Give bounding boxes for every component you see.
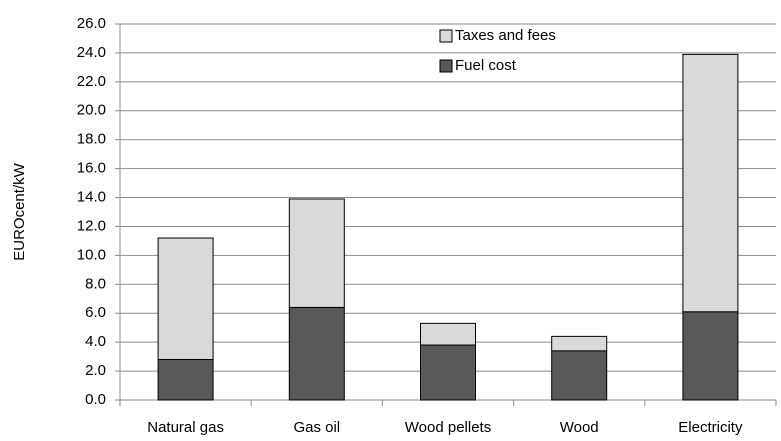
bar-segment: [551, 350, 608, 401]
bar-segment: [157, 237, 214, 361]
legend-swatch: [439, 29, 453, 43]
y-tick-label: 12.0: [77, 217, 106, 234]
x-tick-label: Electricity: [678, 419, 743, 436]
y-tick-label: 26.0: [77, 15, 106, 32]
bar-segment: [288, 306, 345, 401]
y-tick-label: 14.0: [77, 189, 106, 206]
bar-segment: [682, 311, 739, 401]
y-tick-label: 10.0: [77, 246, 106, 263]
y-tick-label: 0.0: [85, 391, 106, 408]
y-axis-label: EUROcent/kW: [11, 162, 28, 260]
y-tick-label: 22.0: [77, 73, 106, 90]
y-tick-label: 6.0: [85, 304, 106, 321]
legend-label: Taxes and fees: [455, 27, 556, 44]
y-tick-label: 8.0: [85, 275, 106, 292]
y-tick-label: 2.0: [85, 362, 106, 379]
bar-segment: [682, 53, 739, 313]
bar-segment: [551, 335, 608, 352]
y-tick-label: 16.0: [77, 160, 106, 177]
x-tick-label: Wood pellets: [405, 419, 491, 436]
y-tick-label: 18.0: [77, 131, 106, 148]
y-tick-label: 20.0: [77, 102, 106, 119]
x-tick-label: Natural gas: [147, 419, 224, 436]
legend-swatch: [439, 59, 453, 73]
bar-segment: [288, 198, 345, 308]
bar-segment: [420, 322, 476, 346]
y-tick-label: 4.0: [85, 333, 106, 350]
legend-label: Fuel cost: [455, 57, 517, 74]
bar-segment: [420, 344, 476, 401]
bar-segment: [157, 359, 214, 401]
x-tick-label: Gas oil: [293, 419, 340, 436]
x-tick-label: Wood: [560, 419, 599, 436]
y-tick-label: 24.0: [77, 44, 106, 61]
